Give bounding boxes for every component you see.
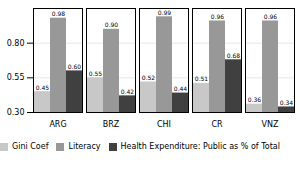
svg-text:0.68: 0.68 (227, 52, 241, 59)
svg-text:0.55: 0.55 (89, 70, 103, 77)
svg-text:0.60: 0.60 (68, 63, 82, 70)
svg-text:0.52: 0.52 (142, 74, 156, 81)
svg-text:0.44: 0.44 (174, 85, 188, 92)
svg-text:0.42: 0.42 (121, 88, 135, 95)
html-text:Health Expenditure: Public as: Health Expenditure: Public as % of Total (120, 142, 280, 151)
svg-text:0.51: 0.51 (195, 75, 209, 82)
svg-text:0.34: 0.34 (280, 99, 294, 106)
svg-text:0.96: 0.96 (264, 13, 278, 20)
svg-text:0.98: 0.98 (52, 10, 66, 17)
svg-text:ARG: ARG (49, 120, 66, 129)
svg-text:0.80: 0.80 (7, 39, 25, 48)
svg-text:0.96: 0.96 (211, 13, 225, 20)
svg-text:CR: CR (211, 120, 223, 129)
svg-text:0.30: 0.30 (7, 108, 25, 117)
svg-text:BRZ: BRZ (103, 120, 120, 129)
svg-text:0.90: 0.90 (105, 21, 119, 28)
svg-text:0.99: 0.99 (158, 9, 172, 16)
svg-text:CHI: CHI (157, 120, 171, 129)
svg-text:VNZ: VNZ (262, 120, 279, 129)
svg-text:0.45: 0.45 (36, 84, 50, 91)
html-text:Literacy: Literacy (68, 142, 101, 151)
svg-text:0.36: 0.36 (248, 96, 262, 103)
svg-text:0.55: 0.55 (7, 73, 25, 82)
html-text:Gini Coef: Gini Coef (12, 142, 49, 151)
